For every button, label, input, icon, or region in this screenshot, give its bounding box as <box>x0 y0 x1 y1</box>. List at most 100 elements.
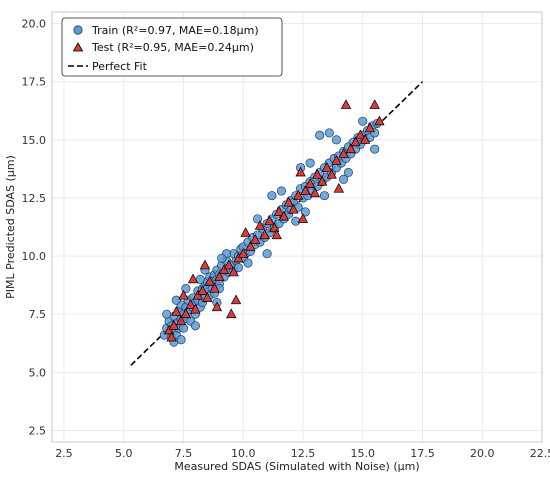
test-point <box>197 285 208 295</box>
test-point <box>259 229 270 240</box>
test-point <box>211 301 223 312</box>
legend: Train (R²=0.97, MAE=0.18μm) Test (R²=0.9… <box>61 17 283 77</box>
test-point <box>350 136 361 147</box>
x-tick-label: 5.0 <box>115 447 133 460</box>
train-point <box>358 116 368 126</box>
grid-lines <box>52 12 543 442</box>
test-point <box>345 143 356 154</box>
y-tick-label: 10.0 <box>22 250 47 263</box>
test-point <box>331 155 342 165</box>
test-point <box>295 166 306 177</box>
test-point <box>214 271 225 281</box>
test-point <box>209 282 220 293</box>
train-point <box>305 158 315 168</box>
y-tick-label: 5.0 <box>29 366 47 379</box>
train-point <box>262 249 272 259</box>
test-point <box>264 215 275 226</box>
y-tick-label: 17.5 <box>22 76 47 89</box>
train-point <box>343 167 353 177</box>
test-point <box>185 299 196 309</box>
test-point <box>359 134 371 144</box>
legend-box <box>61 17 283 77</box>
x-tick-label: 17.5 <box>410 447 435 460</box>
test-point <box>364 122 376 133</box>
train-point <box>217 253 227 263</box>
x-axis-ticks: 2.5 5.0 7.5 10.0 12.5 15.0 17.5 20.0 22.5 <box>55 447 550 460</box>
y-axis-ticks: 2.5 5.0 7.5 10.0 12.5 15.0 17.5 20.0 <box>22 18 47 438</box>
train-point <box>315 130 325 140</box>
test-point <box>249 234 261 244</box>
test-point <box>171 306 182 316</box>
test-point <box>240 227 251 237</box>
test-point <box>312 168 323 179</box>
test-point <box>230 294 242 305</box>
test-point <box>271 229 282 240</box>
test-point <box>245 241 256 251</box>
train-point <box>324 128 334 138</box>
train-point <box>178 323 189 333</box>
test-point <box>273 206 285 216</box>
test-point <box>238 247 249 258</box>
train-point <box>331 135 341 145</box>
test-point <box>283 196 294 207</box>
test-point <box>199 259 211 270</box>
y-tick-label: 20.0 <box>22 18 47 31</box>
x-tick-label: 10.0 <box>231 447 256 460</box>
test-point <box>254 220 266 230</box>
test-point <box>223 259 235 270</box>
x-tick-label: 20.0 <box>470 447 495 460</box>
train-point <box>267 191 277 201</box>
test-point <box>340 99 352 109</box>
y-tick-label: 15.0 <box>22 134 47 147</box>
y-axis-label: PIML Predicted SDAS (μm) <box>4 155 17 299</box>
test-point <box>297 213 309 223</box>
x-axis-label: Measured SDAS (Simulated with Noise) (μm… <box>174 460 419 473</box>
train-point <box>190 321 200 331</box>
test-point <box>333 182 345 193</box>
test-series <box>163 99 385 342</box>
test-point <box>288 203 299 214</box>
train-point <box>370 144 380 154</box>
test-point <box>369 99 380 109</box>
legend-perfect-fit-label: Perfect Fit <box>92 60 148 73</box>
train-point <box>171 295 181 305</box>
y-tick-label: 2.5 <box>29 424 47 437</box>
y-tick-label: 12.5 <box>22 192 47 205</box>
train-point <box>176 335 186 345</box>
x-tick-label: 15.0 <box>350 447 375 460</box>
legend-train-label: Train (R²=0.97, MAE=0.18μm) <box>91 24 259 37</box>
train-point <box>319 191 330 201</box>
legend-test-label: Test (R²=0.95, MAE=0.24μm) <box>91 41 254 54</box>
test-point <box>304 178 316 188</box>
test-point <box>226 308 237 319</box>
test-point <box>300 185 311 195</box>
train-point <box>339 174 349 184</box>
test-point <box>202 292 213 302</box>
test-point <box>355 129 366 140</box>
x-tick-label: 2.5 <box>55 447 73 460</box>
test-point <box>374 115 385 126</box>
test-point <box>175 315 187 326</box>
test-point <box>180 308 192 319</box>
test-point <box>278 210 290 221</box>
train-point <box>276 186 287 196</box>
test-point <box>204 275 215 286</box>
train-point <box>162 309 172 319</box>
test-point <box>187 273 199 284</box>
test-point <box>178 289 189 300</box>
x-tick-label: 7.5 <box>175 447 193 460</box>
legend-test-marker <box>72 42 84 52</box>
train-point <box>243 258 253 268</box>
test-point <box>326 168 337 179</box>
test-point <box>166 331 177 342</box>
y-tick-label: 7.5 <box>29 308 47 321</box>
test-point <box>321 161 333 172</box>
test-point <box>190 303 201 314</box>
legend-train-marker <box>73 25 83 35</box>
test-point <box>316 175 328 186</box>
plot-frame <box>51 11 543 443</box>
x-tick-label: 22.5 <box>530 447 550 460</box>
test-point <box>228 266 239 277</box>
test-point <box>309 187 321 198</box>
